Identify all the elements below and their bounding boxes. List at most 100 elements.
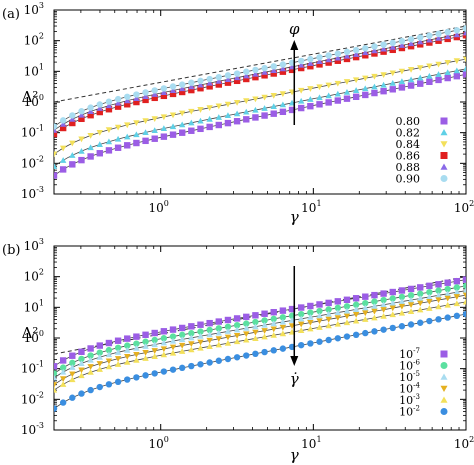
data-point bbox=[435, 292, 442, 298]
data-point bbox=[178, 110, 186, 117]
series-line bbox=[54, 301, 466, 391]
y-tick-label: 100 bbox=[24, 93, 44, 109]
data-point bbox=[362, 329, 369, 337]
data-point bbox=[270, 347, 277, 354]
data-point bbox=[178, 88, 186, 96]
data-point bbox=[233, 70, 241, 77]
data-point bbox=[279, 307, 287, 314]
data-point bbox=[151, 116, 158, 123]
data-point bbox=[352, 306, 360, 312]
legend-marker bbox=[440, 152, 448, 159]
series-line bbox=[54, 68, 466, 167]
data-point bbox=[133, 91, 140, 98]
data-point bbox=[407, 76, 415, 83]
legend-label: 10-4 bbox=[399, 382, 420, 396]
data-point bbox=[224, 119, 232, 127]
data-point bbox=[261, 94, 268, 101]
data-point bbox=[197, 328, 204, 335]
data-point bbox=[426, 63, 433, 70]
data-point bbox=[252, 350, 259, 358]
data-point bbox=[105, 363, 113, 370]
data-point bbox=[298, 304, 305, 311]
data-point bbox=[224, 112, 232, 119]
data-point bbox=[352, 301, 360, 308]
data-point bbox=[188, 362, 195, 370]
arrow-label: γ̇ bbox=[290, 370, 299, 388]
data-point bbox=[453, 289, 461, 295]
data-point bbox=[96, 129, 103, 136]
data-point bbox=[343, 95, 351, 102]
y-tick-label: 103 bbox=[24, 1, 44, 17]
data-point bbox=[188, 341, 195, 348]
data-point bbox=[389, 86, 396, 93]
data-point bbox=[206, 343, 213, 349]
data-point bbox=[124, 342, 131, 349]
data-point bbox=[142, 350, 149, 356]
data-point bbox=[407, 321, 415, 328]
data-point bbox=[142, 343, 149, 349]
y-tick-label: 101 bbox=[24, 298, 44, 314]
data-point bbox=[151, 341, 158, 348]
data-point bbox=[352, 295, 360, 302]
data-point bbox=[334, 320, 342, 327]
data-point bbox=[96, 361, 103, 367]
data-point bbox=[160, 368, 168, 375]
data-point bbox=[407, 42, 415, 50]
data-point bbox=[87, 368, 94, 375]
data-point bbox=[435, 297, 442, 304]
data-point bbox=[417, 65, 424, 72]
series-line bbox=[54, 313, 466, 409]
data-point bbox=[224, 339, 232, 346]
data-point bbox=[169, 123, 177, 130]
data-point bbox=[59, 117, 67, 124]
data-point bbox=[298, 57, 305, 65]
data-point bbox=[160, 89, 168, 95]
data-point bbox=[407, 302, 415, 309]
data-point bbox=[343, 48, 351, 56]
data-point bbox=[398, 37, 406, 45]
data-point bbox=[142, 355, 149, 361]
legend-marker bbox=[440, 141, 448, 148]
data-point bbox=[343, 303, 351, 310]
data-point bbox=[151, 87, 158, 94]
data-point bbox=[69, 364, 76, 370]
data-point bbox=[54, 130, 58, 138]
series-line bbox=[54, 58, 466, 155]
data-point bbox=[426, 36, 433, 43]
data-point bbox=[169, 83, 177, 90]
data-point bbox=[325, 316, 332, 323]
data-point bbox=[224, 76, 232, 82]
data-point bbox=[417, 319, 424, 326]
data-point bbox=[206, 83, 213, 90]
data-point bbox=[133, 333, 140, 340]
data-point bbox=[316, 318, 323, 325]
data-point bbox=[233, 77, 241, 85]
data-point bbox=[407, 36, 415, 43]
data-point bbox=[59, 121, 67, 127]
data-point bbox=[215, 329, 222, 336]
data-point bbox=[435, 35, 442, 41]
data-point bbox=[160, 133, 168, 140]
data-point bbox=[59, 124, 67, 132]
data-point bbox=[298, 341, 305, 349]
data-point bbox=[87, 356, 94, 363]
data-point bbox=[371, 43, 378, 50]
data-point bbox=[151, 336, 158, 344]
data-point bbox=[426, 288, 433, 296]
data-point bbox=[252, 329, 259, 336]
data-point bbox=[243, 108, 250, 115]
data-point bbox=[215, 103, 222, 110]
legend-label: 10-7 bbox=[399, 347, 420, 361]
x-tick-label: 102 bbox=[454, 199, 474, 215]
data-point bbox=[178, 364, 186, 372]
data-point bbox=[206, 326, 213, 334]
data-point bbox=[417, 300, 424, 307]
data-point bbox=[151, 91, 158, 97]
data-point bbox=[114, 135, 122, 142]
data-point bbox=[215, 318, 222, 325]
data-point bbox=[352, 77, 360, 84]
y-tick-label: 10-3 bbox=[21, 185, 44, 201]
x-tick-label: 101 bbox=[301, 435, 321, 451]
data-point bbox=[352, 46, 360, 54]
data-point bbox=[279, 65, 287, 72]
